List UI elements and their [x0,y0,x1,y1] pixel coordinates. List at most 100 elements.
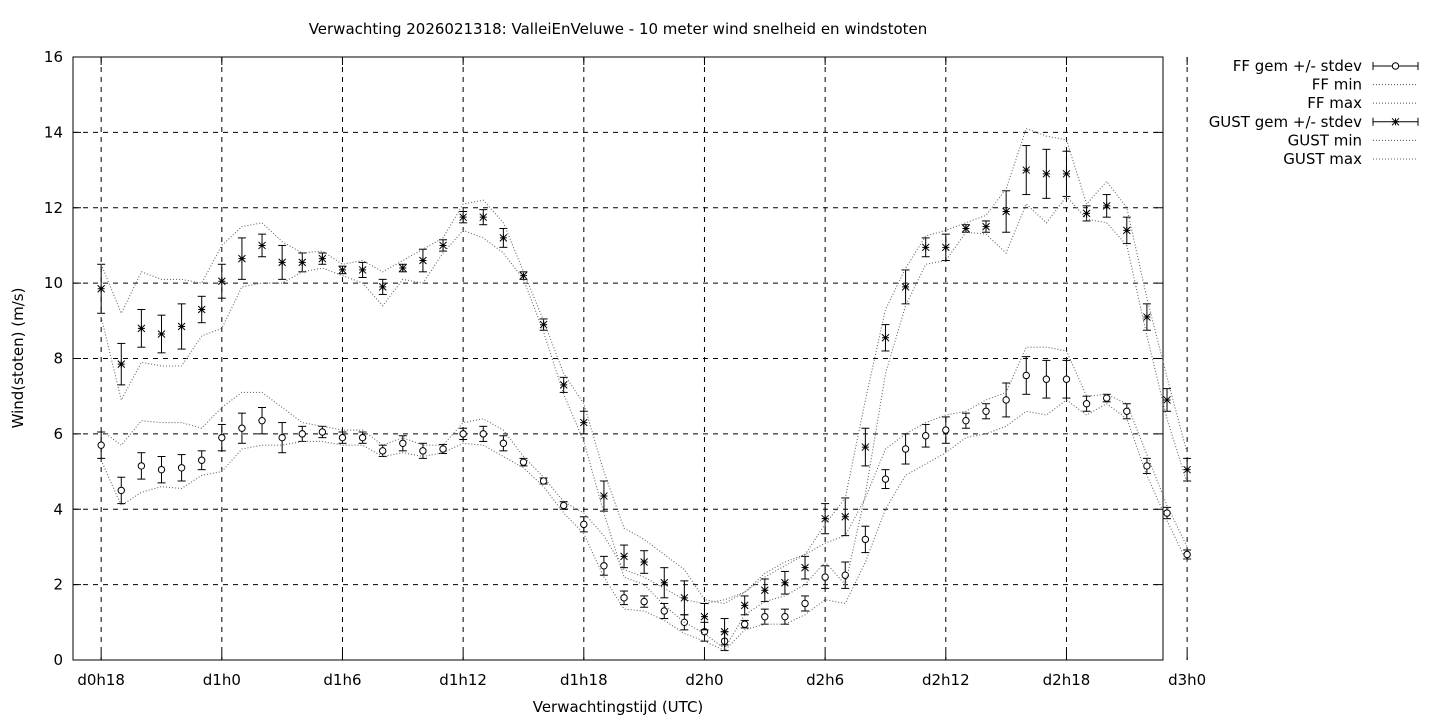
data-point [861,443,870,451]
data-point [379,447,387,455]
data-point [217,277,226,286]
data-point [1042,375,1051,383]
chart-title: Verwachting 2026021318: ValleiEnVeluwe -… [309,20,928,38]
data-point [600,492,608,500]
y-axis-label: Wind(stoten) (m/s) [9,288,27,429]
data-point [499,439,508,447]
data-point [881,475,890,483]
data-point [1102,394,1111,402]
grid [73,57,1188,660]
data-point [137,324,146,333]
data-point [1122,226,1131,235]
data-point [419,256,427,265]
data-point [459,430,467,438]
data-point [338,266,347,274]
data-point [278,433,286,442]
data-point [358,433,367,442]
y-tick-label: 8 [53,350,63,368]
y-tick-label: 10 [44,274,63,292]
x-tick-label: d2h0 [685,671,723,689]
data-point [479,430,487,438]
data-point [841,571,849,579]
series-line [100,127,1188,605]
data-point [700,612,709,621]
data-point [1002,207,1010,216]
data-point [579,418,588,427]
data-point [398,264,407,272]
data-point [278,258,287,267]
x-tick-label: d2h6 [806,671,844,689]
legend-label: FF max [1307,94,1362,112]
data-point [1163,396,1171,404]
data-point [921,432,930,440]
data-point [338,433,347,442]
data-point [901,283,910,291]
data-point [539,477,548,485]
data-point [801,599,809,608]
data-point [117,360,126,369]
data-point [761,612,769,621]
series-3 [97,145,1192,646]
data-point [1143,313,1151,321]
y-tick-label: 12 [44,199,63,217]
x-tick-label: d1h18 [560,671,608,689]
series-line [100,195,1188,650]
y-tick-label: 16 [44,48,63,66]
data-point [1143,462,1151,470]
data-point [298,430,306,438]
data-point [177,322,186,331]
data-point [982,222,990,231]
data-point [1002,396,1010,404]
legend-marker [1391,117,1400,126]
series-2 [100,346,1188,605]
data-point [660,578,669,587]
data-point [941,243,950,252]
data-point [117,486,125,495]
data-point [620,552,628,561]
data-point [801,563,809,572]
data-point [519,458,528,466]
y-tick-label: 14 [44,123,63,141]
x-axis-label: Verwachtingstijd (UTC) [533,698,704,716]
x-tick-label: d1h0 [203,671,241,689]
data-point [97,441,105,449]
data-point [720,627,729,636]
data-point [620,594,628,602]
legend-label: GUST max [1283,150,1362,168]
data-point [962,224,970,233]
data-point [177,464,186,472]
data-point [198,456,206,464]
data-point [218,433,226,442]
data-point [1082,209,1091,218]
legend-label: GUST gem +/- stdev [1209,113,1362,131]
data-point [760,586,769,595]
data-point [740,601,749,610]
series-4 [100,195,1188,650]
legend-label: FF min [1312,76,1362,94]
x-tick-label: d1h12 [439,671,487,689]
data-point [942,426,950,434]
data-point [479,213,488,222]
y-tick-label: 0 [53,651,63,669]
data-point [841,512,850,521]
series-1 [100,399,1188,652]
data-point [1062,169,1071,178]
data-point [97,284,106,293]
data-point [197,305,206,314]
y-tick-label: 2 [53,576,63,594]
data-point [1123,407,1131,415]
legend-label: FF gem +/- stdev [1233,57,1362,75]
data-point [901,445,910,453]
data-point [1082,400,1091,408]
data-point [157,465,166,474]
data-point [640,558,648,566]
data-point [740,620,749,628]
data-point [318,428,327,436]
data-point [358,266,367,274]
x-tick-label: d3h0 [1168,671,1206,689]
series-5 [100,127,1188,605]
x-tick-label: d2h12 [922,671,970,689]
data-point [1102,202,1111,210]
data-point [519,271,528,280]
data-point [439,241,447,250]
